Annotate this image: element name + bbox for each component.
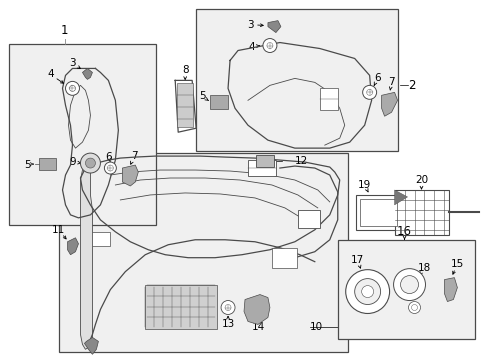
Bar (247, 160, 275, 176)
Bar (319, 88, 337, 110)
Text: 4: 4 (47, 69, 54, 80)
Circle shape (104, 162, 116, 174)
Circle shape (345, 270, 389, 314)
Bar (297, 210, 319, 228)
Polygon shape (67, 238, 78, 255)
Circle shape (221, 301, 235, 315)
Bar (271, 248, 296, 268)
Circle shape (366, 89, 372, 95)
Circle shape (107, 165, 113, 171)
Circle shape (85, 158, 95, 168)
Text: 10: 10 (309, 323, 322, 332)
Text: 20: 20 (414, 175, 427, 185)
Text: 14: 14 (251, 323, 264, 332)
Text: 8: 8 (182, 66, 188, 76)
Polygon shape (84, 337, 98, 354)
Bar (355, 195, 400, 230)
Circle shape (407, 302, 420, 314)
Bar (255, 155, 273, 167)
Text: 7: 7 (387, 77, 394, 87)
Bar (359, 199, 396, 226)
Polygon shape (122, 165, 138, 186)
Bar (92, 232, 110, 246)
Polygon shape (82, 68, 92, 80)
Text: 5: 5 (199, 91, 205, 101)
Polygon shape (39, 158, 56, 170)
Text: 3: 3 (69, 58, 76, 68)
Circle shape (224, 305, 230, 310)
Text: 12: 12 (294, 156, 307, 166)
Bar (145, 285, 217, 329)
Polygon shape (444, 278, 456, 302)
Circle shape (69, 85, 75, 91)
Text: 2: 2 (407, 79, 415, 92)
Circle shape (81, 153, 100, 173)
Polygon shape (81, 162, 92, 349)
Circle shape (400, 276, 418, 293)
Text: 19: 19 (357, 180, 370, 190)
Circle shape (263, 39, 276, 53)
Circle shape (65, 81, 80, 95)
Bar (394, 190, 448, 235)
Polygon shape (381, 92, 397, 116)
Circle shape (393, 269, 425, 301)
Text: 15: 15 (450, 259, 463, 269)
Text: 4: 4 (248, 41, 255, 51)
Text: 16: 16 (396, 225, 411, 238)
Bar (210, 95, 227, 109)
Bar (196, 9, 397, 151)
Text: 7: 7 (131, 151, 137, 161)
Text: 17: 17 (350, 255, 364, 265)
Circle shape (361, 285, 373, 298)
Text: 1: 1 (61, 23, 68, 37)
Text: 3: 3 (246, 19, 253, 30)
Text: 6: 6 (105, 152, 111, 162)
Bar (177, 84, 193, 127)
Bar (337, 240, 474, 339)
Polygon shape (244, 294, 269, 324)
Text: 11: 11 (52, 225, 65, 235)
Circle shape (266, 42, 272, 49)
Bar (9, 44, 156, 225)
Polygon shape (267, 21, 280, 32)
Text: 5: 5 (24, 160, 31, 170)
Text: 13: 13 (221, 319, 234, 329)
Text: 18: 18 (417, 263, 430, 273)
Text: 9: 9 (69, 157, 76, 167)
Circle shape (411, 305, 417, 310)
Bar (59, 153, 347, 352)
Circle shape (362, 85, 376, 99)
Polygon shape (394, 190, 407, 205)
Circle shape (354, 279, 380, 305)
Text: 6: 6 (373, 73, 380, 84)
